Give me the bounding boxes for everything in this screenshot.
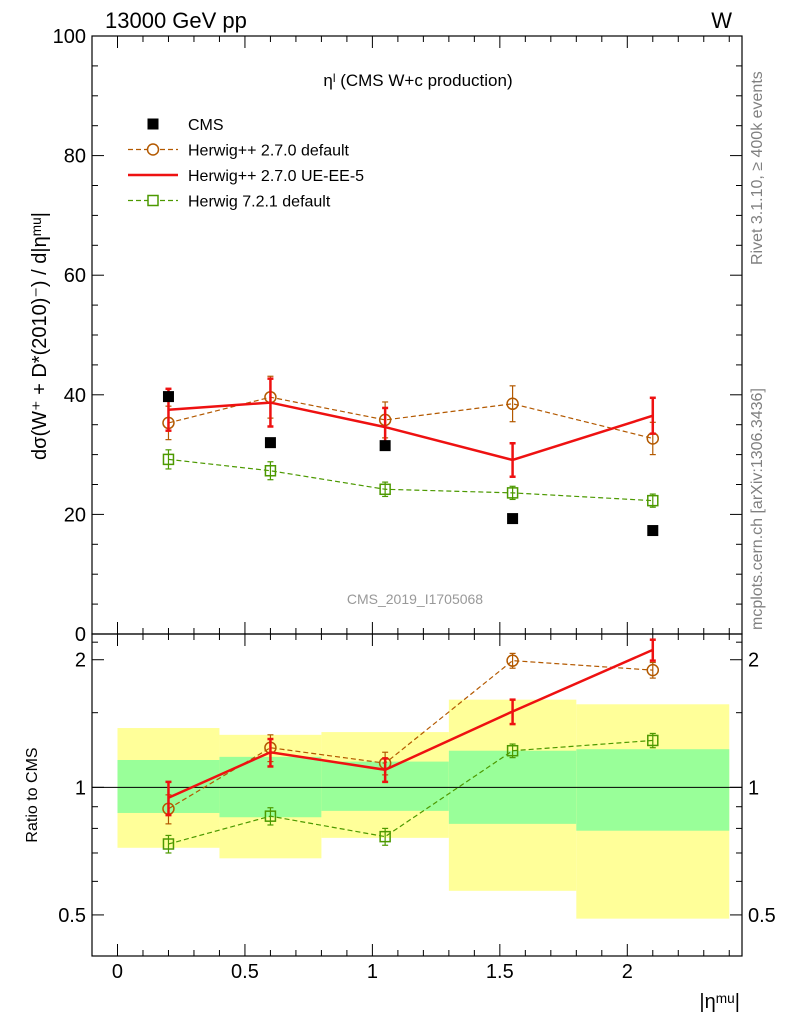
ratio-panel: 0.5 0.5 1 1 2 2 0 0.5 1 1.5 2 Ratio to CMS |ηᵐᵘ| xyxy=(24,633,776,1013)
main-y-axis-label: dσ(W⁺ + D*(2010)⁻) / d|ηᵐᵘ| xyxy=(29,212,51,460)
legend-marker-herwig-7-2-1-default xyxy=(147,194,159,207)
data-point-herwig-7-2-1-default xyxy=(506,744,519,757)
x-tick-label: 2 xyxy=(622,961,633,983)
main-panel: ηˡ (CMS W+c production) CMS_2019_I170506… xyxy=(29,26,743,646)
main-y-tick-label: 20 xyxy=(64,504,86,526)
series-cms xyxy=(162,391,659,537)
ratio-y-tick-label: 2 xyxy=(75,650,86,672)
ratio-y-tick-label: 0.5 xyxy=(58,905,86,927)
series-herwig-2-7-0-ue-ee-5 xyxy=(165,377,656,478)
data-point-herwig-7-2-1-default xyxy=(647,494,659,507)
series-line-herwig-2-7-0-ue-ee-5 xyxy=(168,401,654,462)
series-herwig-2-7-0-ue-ee-5 xyxy=(165,638,656,817)
data-point-herwig-7-2-1-default xyxy=(264,464,277,477)
data-point-herwig-7-2-1-default xyxy=(506,487,519,499)
data-point-cms xyxy=(647,525,659,537)
legend-marker-herwig-2-7-0-default xyxy=(146,143,160,156)
legend-label-herwig-2-7-0-ue-ee-5: Herwig++ 2.7.0 UE-EE-5 xyxy=(188,168,364,185)
main-y-tick-label: 100 xyxy=(53,26,86,48)
ratio-frame xyxy=(91,633,743,957)
analysis-watermark: CMS_2019_I1705068 xyxy=(347,591,483,607)
main-y-tick-label: 40 xyxy=(64,385,86,407)
x-tick-label: 0 xyxy=(112,961,123,983)
series-herwig-7-2-1-default xyxy=(162,732,659,854)
main-y-tick-label: 80 xyxy=(64,146,86,168)
legend-label-cms: CMS xyxy=(188,117,224,134)
rivet-version-label: Rivet 3.1.10, ≥ 400k events xyxy=(749,71,766,265)
data-point-herwig-7-2-1-default xyxy=(264,810,277,822)
data-point-cms xyxy=(507,513,519,525)
data-point-cms xyxy=(264,437,276,449)
ratio-y-tick-label-right: 1 xyxy=(748,777,759,799)
series-herwig-7-2-1-default xyxy=(162,449,659,508)
legend-label-herwig-2-7-0-default: Herwig++ 2.7.0 default xyxy=(188,143,350,160)
x-tick-label: 0.5 xyxy=(231,961,259,983)
ratio-y-axis-label: Ratio to CMS xyxy=(24,747,41,842)
x-tick-label: 1.5 xyxy=(486,961,514,983)
legend: CMS Herwig++ 2.7.0 default Herwig++ 2.7.0 … xyxy=(128,117,364,211)
data-point-cms xyxy=(162,391,174,403)
data-point-herwig-7-2-1-default xyxy=(379,830,391,843)
series-line-herwig-7-2-1-default xyxy=(168,458,653,502)
ratio-y-tick-label-right: 2 xyxy=(748,650,759,672)
data-point-herwig-7-2-1-default xyxy=(647,734,659,747)
legend-label-herwig-7-2-1-default: Herwig 7.2.1 default xyxy=(188,194,331,211)
x-axis-label: |ηᵐᵘ| xyxy=(699,991,740,1013)
main-y-tick-label: 60 xyxy=(64,265,86,287)
data-point-herwig-7-2-1-default xyxy=(162,838,175,850)
data-point-herwig-7-2-1-default xyxy=(162,453,175,466)
legend-marker-cms xyxy=(147,118,159,130)
data-point-herwig-2-7-0-default xyxy=(646,663,660,677)
series-herwig-2-7-0-default xyxy=(162,375,660,456)
mcplots-label: mcplots.cern.ch [arXiv:1306.3436] xyxy=(749,388,766,630)
plot-title: ηˡ (CMS W+c production) xyxy=(323,71,512,90)
ratio-y-tick-label-right: 0.5 xyxy=(748,905,776,927)
ratio-inner-uncertainty-band xyxy=(576,749,730,831)
data-point-herwig-7-2-1-default xyxy=(379,483,391,496)
header-right-label: W xyxy=(711,8,732,33)
series-line-herwig-2-7-0-default xyxy=(168,396,653,440)
data-point-herwig-2-7-0-default xyxy=(506,654,519,667)
x-tick-label: 1 xyxy=(367,961,378,983)
main-y-tick-label: 0 xyxy=(75,624,86,646)
data-point-herwig-2-7-0-default xyxy=(506,397,519,411)
data-point-cms xyxy=(379,440,391,452)
header-left-label: 13000 GeV pp xyxy=(105,8,247,33)
ratio-y-tick-label: 1 xyxy=(75,777,86,799)
